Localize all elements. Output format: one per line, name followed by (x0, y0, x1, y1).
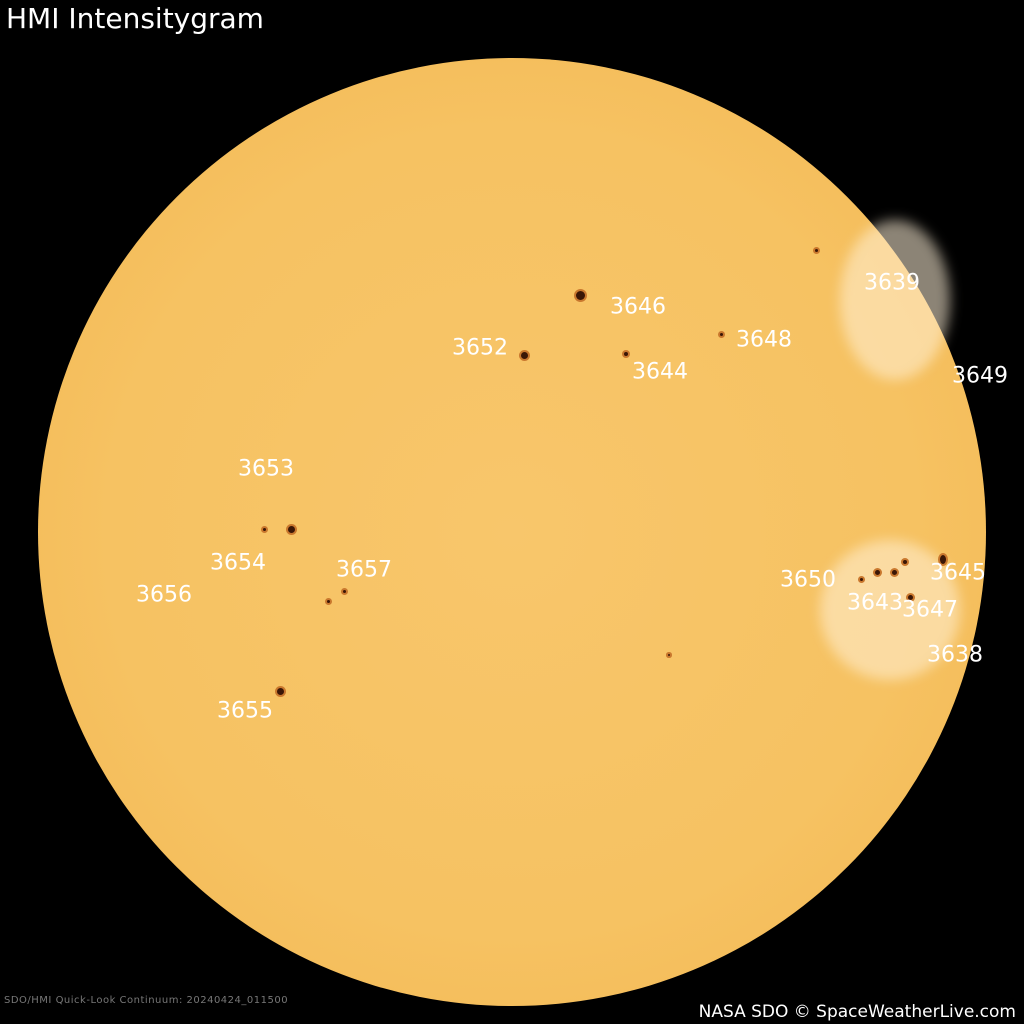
solar-disk (38, 58, 986, 1006)
sunspot (343, 590, 346, 593)
sunspot (263, 528, 266, 531)
sunspot (815, 249, 818, 252)
sunspot (668, 654, 670, 656)
facula (840, 220, 950, 380)
region-label: 3649 (952, 363, 1008, 389)
region-label: 3648 (736, 327, 792, 353)
capture-caption: SDO/HMI Quick-Look Continuum: 20240424_0… (4, 995, 289, 1006)
sunspot (860, 578, 863, 581)
region-label: 3639 (864, 270, 920, 296)
region-label: 3645 (930, 560, 986, 586)
facula (820, 540, 960, 680)
credit: NASA SDO © SpaceWeatherLive.com (698, 1002, 1016, 1022)
region-label: 3652 (452, 335, 508, 361)
region-label: 3657 (336, 557, 392, 583)
sunspot (908, 595, 913, 600)
region-label: 3653 (238, 456, 294, 482)
sunspot (903, 560, 907, 564)
region-label: 3646 (610, 294, 666, 320)
sunspot (875, 570, 880, 575)
region-label: 3638 (927, 642, 983, 668)
region-label: 3644 (632, 359, 688, 385)
region-label: 3650 (780, 567, 836, 593)
sunspot (940, 555, 946, 564)
region-label: 3643 (847, 590, 903, 616)
sunspot (277, 688, 284, 695)
sunspot (288, 526, 295, 533)
region-label: 3655 (217, 698, 273, 724)
sunspot (624, 352, 628, 356)
region-label: 3654 (210, 550, 266, 576)
sunspot (521, 352, 528, 359)
region-label: 3656 (136, 582, 192, 608)
sunspot (327, 600, 330, 603)
region-label: 3647 (902, 597, 958, 623)
sunspot (576, 291, 585, 300)
sunspot (720, 333, 723, 336)
sunspot (892, 570, 897, 575)
image-title: HMI Intensitygram (6, 2, 264, 35)
